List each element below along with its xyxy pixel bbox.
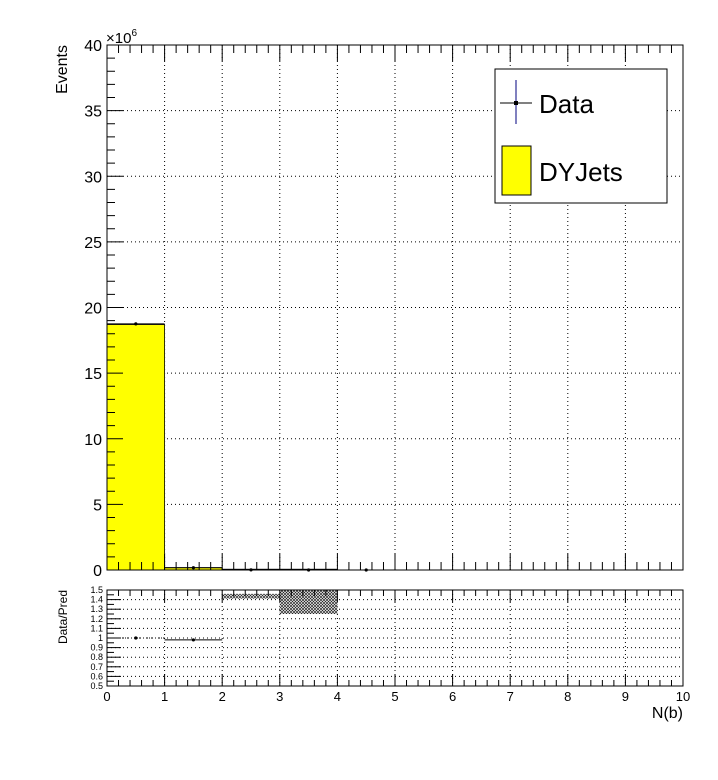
legend-data-marker-icon bbox=[514, 101, 518, 105]
main-panel-grid bbox=[107, 45, 683, 570]
ratio-y-tick-label: 0.9 bbox=[90, 643, 103, 653]
histogram-bar bbox=[106, 324, 165, 571]
main-panel-axis-ticks bbox=[106, 44, 684, 571]
ratio-y-tick-label: 0.7 bbox=[90, 662, 103, 672]
x-tick-label: 5 bbox=[391, 689, 398, 704]
main-y-tick-label: 5 bbox=[93, 497, 102, 514]
ratio-y-tick-label: 0.8 bbox=[90, 652, 103, 662]
data-point bbox=[134, 322, 138, 326]
ratio-uncertainty-band bbox=[279, 590, 338, 614]
legend: Data DYJets bbox=[494, 68, 668, 204]
main-panel-y-tick-labels: 0 5 10 15 20 25 30 35 40 bbox=[84, 38, 102, 580]
ratio-panel-axis-ticks bbox=[106, 589, 684, 687]
ratio-y-tick-label: 1.1 bbox=[90, 623, 103, 633]
y-multiplier-base: ×10 bbox=[106, 30, 131, 47]
x-axis-title: N(b) bbox=[652, 705, 683, 722]
x-tick-label: 7 bbox=[507, 689, 514, 704]
ratio-y-tick-label: 1.4 bbox=[90, 595, 103, 605]
x-tick-label: 6 bbox=[449, 689, 456, 704]
ratio-uncertainty-band bbox=[222, 593, 280, 599]
y-multiplier-exponent: 6 bbox=[131, 28, 137, 39]
x-tick-label: 9 bbox=[622, 689, 629, 704]
ratio-y-tick-label: 0.5 bbox=[90, 681, 103, 691]
ratio-y-tick-label: 1.3 bbox=[90, 604, 103, 614]
ratio-panel-x-tick-labels: 0 1 2 3 4 5 6 7 8 9 10 bbox=[103, 689, 690, 704]
main-y-tick-label: 15 bbox=[84, 366, 102, 383]
legend-data-label: Data bbox=[539, 89, 594, 119]
ratio-y-axis-title: Data/Pred bbox=[56, 590, 70, 644]
x-tick-label: 1 bbox=[161, 689, 168, 704]
main-y-tick-label: 40 bbox=[84, 38, 102, 55]
legend-entry-dyjets: DYJets bbox=[501, 145, 623, 196]
data-point bbox=[191, 566, 195, 570]
legend-entry-data: Data bbox=[500, 80, 594, 124]
main-y-axis-title: Events bbox=[54, 45, 71, 94]
main-y-tick-label: 35 bbox=[84, 104, 102, 121]
x-tick-label: 4 bbox=[334, 689, 341, 704]
main-y-tick-label: 0 bbox=[93, 563, 102, 580]
legend-dyjets-label: DYJets bbox=[539, 157, 623, 187]
main-y-tick-label: 30 bbox=[84, 169, 102, 186]
ratio-point bbox=[191, 638, 195, 642]
y-multiplier-label: ×106 bbox=[106, 28, 137, 47]
main-y-tick-label: 10 bbox=[84, 432, 102, 449]
legend-box bbox=[494, 68, 668, 204]
ratio-panel-grid bbox=[107, 590, 683, 686]
legend-dyjets-swatch-icon bbox=[501, 145, 532, 196]
x-tick-label: 3 bbox=[276, 689, 283, 704]
ratio-panel-uncertainty-bands bbox=[222, 590, 338, 614]
main-y-tick-label: 20 bbox=[84, 301, 102, 318]
main-y-tick-label: 25 bbox=[84, 235, 102, 252]
ratio-panel-y-tick-labels: 0.50.60.70.80.911.11.21.31.41.5 bbox=[90, 585, 103, 691]
ratio-y-tick-label: 0.6 bbox=[90, 671, 103, 681]
x-tick-label: 0 bbox=[103, 689, 110, 704]
ratio-y-tick-label: 1 bbox=[98, 633, 103, 643]
ratio-point bbox=[134, 636, 138, 640]
ratio-y-tick-label: 1.2 bbox=[90, 614, 103, 624]
x-tick-label: 2 bbox=[219, 689, 226, 704]
ratio-y-tick-label: 1.5 bbox=[90, 585, 103, 595]
x-tick-label: 8 bbox=[564, 689, 571, 704]
x-tick-label: 10 bbox=[676, 689, 690, 704]
